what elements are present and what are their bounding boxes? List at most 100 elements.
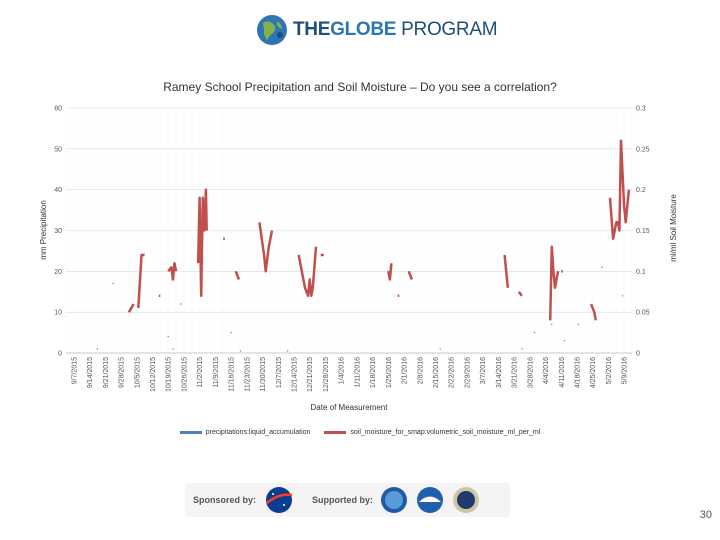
right-axis-ticks: 0 0.05 0.1 0.15 0.2 0.25 0.3: [636, 106, 650, 358]
soil-moisture-segment: [234, 270, 241, 280]
x-tick-label: 4/25/2016: [590, 357, 597, 388]
legend-label-soil-moisture: soil_moisture_for_smap:volumetric_soil_m…: [350, 429, 541, 436]
x-tick-label: 2/29/2016: [464, 357, 471, 388]
y-tick-right: 0.2: [636, 187, 646, 194]
y-tick-left: 50: [54, 146, 62, 153]
y-tick-left: 0: [58, 351, 62, 358]
page-number: 30: [699, 509, 712, 521]
x-tick-label: 1/18/2016: [370, 357, 377, 388]
precip-point: [167, 335, 169, 338]
precip-point: [112, 282, 114, 285]
x-tick-label: 3/28/2016: [527, 357, 534, 388]
y-tick-right: 0.05: [636, 310, 650, 317]
soil-moisture-segment: [503, 254, 510, 288]
x-tick-label: 1/25/2016: [386, 357, 393, 388]
x-tick-label: 5/9/2016: [622, 357, 629, 384]
precip-point: [230, 331, 232, 334]
x-axis-label: Date of Measurement: [311, 403, 389, 412]
precip-point: [533, 331, 536, 334]
y-tick-left: 40: [54, 187, 62, 194]
soil-moisture-segment: [548, 245, 560, 321]
x-tick-label: 2/15/2016: [433, 357, 440, 388]
supported-by-label: Supported by:: [312, 495, 374, 505]
precip-point: [601, 266, 603, 268]
soil-moisture-segment: [167, 261, 178, 281]
y-tick-right: 0.25: [636, 146, 650, 153]
precip-point: [621, 295, 624, 297]
x-tick-label: 10/5/2015: [134, 357, 141, 388]
precip-point: [180, 303, 182, 305]
soil-moisture-segment: [387, 263, 393, 281]
soil-moisture-segment: [297, 246, 318, 298]
globe-icon: [257, 15, 287, 45]
x-tick-label: 5/2/2016: [606, 357, 613, 384]
x-tick-label: 1/11/2016: [354, 357, 361, 388]
soil-moisture-segment: [258, 222, 274, 273]
y-tick-left: 10: [54, 310, 62, 317]
x-tick-label: 11/23/2015: [244, 357, 251, 392]
soil-moisture-segment: [589, 303, 598, 321]
x-tick-label: 10/19/2015: [166, 357, 173, 392]
y-tick-right: 0.3: [636, 106, 646, 113]
left-axis-ticks: 0 10 20 30 40 50 60: [54, 106, 62, 358]
globe-program-logo: THEGLOBE PROGRAM: [255, 12, 498, 48]
precip-point: [563, 340, 566, 342]
nasa-logo: [266, 487, 293, 513]
precip-point: [521, 348, 523, 350]
x-tick-label: 9/28/2015: [119, 357, 126, 388]
nsf-logo: [381, 487, 408, 513]
y-tick-left: 20: [54, 269, 62, 276]
legend-item-precipitation: precipitations:liquid_accumulation: [179, 429, 310, 436]
sponsored-by-label: Sponsored by:: [193, 495, 257, 505]
x-tick-label: 2/22/2016: [449, 357, 456, 388]
y-tick-right: 0.15: [636, 228, 650, 235]
x-tick-label: 9/14/2015: [87, 357, 94, 388]
x-tick-label: 11/30/2015: [260, 357, 267, 392]
x-tick-label: 11/2/2015: [197, 357, 204, 388]
precip-point: [96, 348, 99, 350]
precip-point: [172, 348, 174, 350]
noaa-logo: [417, 487, 444, 513]
x-tick-label: 4/18/2016: [574, 357, 581, 388]
x-tick-label: 9/21/2015: [103, 357, 110, 388]
soil-moisture-segment: [196, 188, 208, 298]
y-axis-label-right: ml/ml Soil Moisture: [669, 194, 678, 262]
x-tick-label: 3/7/2016: [480, 357, 487, 384]
soil-moisture-segment: [127, 303, 135, 313]
chart-legend: precipitations:liquid_accumulation soil_…: [0, 429, 720, 436]
x-tick-label: 12/21/2015: [307, 357, 314, 392]
legend-swatch-soil-moisture: [324, 431, 347, 434]
chart-title: Ramey School Precipitation and Soil Mois…: [163, 80, 557, 94]
legend-item-soil-moisture: soil_moisture_for_smap:volumetric_soil_m…: [324, 429, 540, 436]
precip-point: [551, 323, 553, 326]
x-tick-label: 4/4/2016: [543, 357, 550, 384]
y-tick-right: 0: [636, 351, 640, 358]
x-tick-label: 11/9/2015: [213, 357, 220, 388]
x-tick-label: 11/16/2015: [229, 357, 236, 392]
y-axis-label-left: mm Precipitation: [39, 200, 48, 260]
precip-point: [439, 348, 441, 350]
precip-point: [286, 350, 289, 352]
precip-point: [577, 323, 580, 326]
precip-point: [239, 350, 242, 352]
x-tick-label: 3/14/2016: [496, 357, 503, 388]
precipitation-series: [96, 266, 624, 352]
x-tick-label: 2/1/2016: [402, 357, 409, 384]
soil-moisture-segment: [608, 139, 631, 240]
x-tick-label: 3/21/2016: [512, 357, 519, 388]
x-tick-label: 10/26/2015: [181, 357, 188, 392]
x-tick-label: 2/8/2016: [417, 357, 424, 384]
x-tick-label: 12/28/2015: [323, 357, 330, 392]
soil-moisture-series: [127, 139, 631, 321]
sponsor-bar: Sponsored by: Supported by:: [185, 483, 510, 517]
soil-moisture-segment: [517, 291, 523, 297]
x-tick-label: 4/11/2016: [559, 357, 566, 388]
legend-swatch-precipitation: [179, 431, 202, 434]
soil-moisture-segment: [407, 270, 414, 280]
x-tick-label: 1/4/2016: [339, 357, 346, 384]
x-tick-label: 12/14/2015: [291, 357, 298, 392]
y-tick-left: 60: [54, 106, 62, 113]
x-tick-label: 9/7/2015: [71, 357, 78, 384]
x-tick-label: 10/12/2015: [150, 357, 157, 392]
